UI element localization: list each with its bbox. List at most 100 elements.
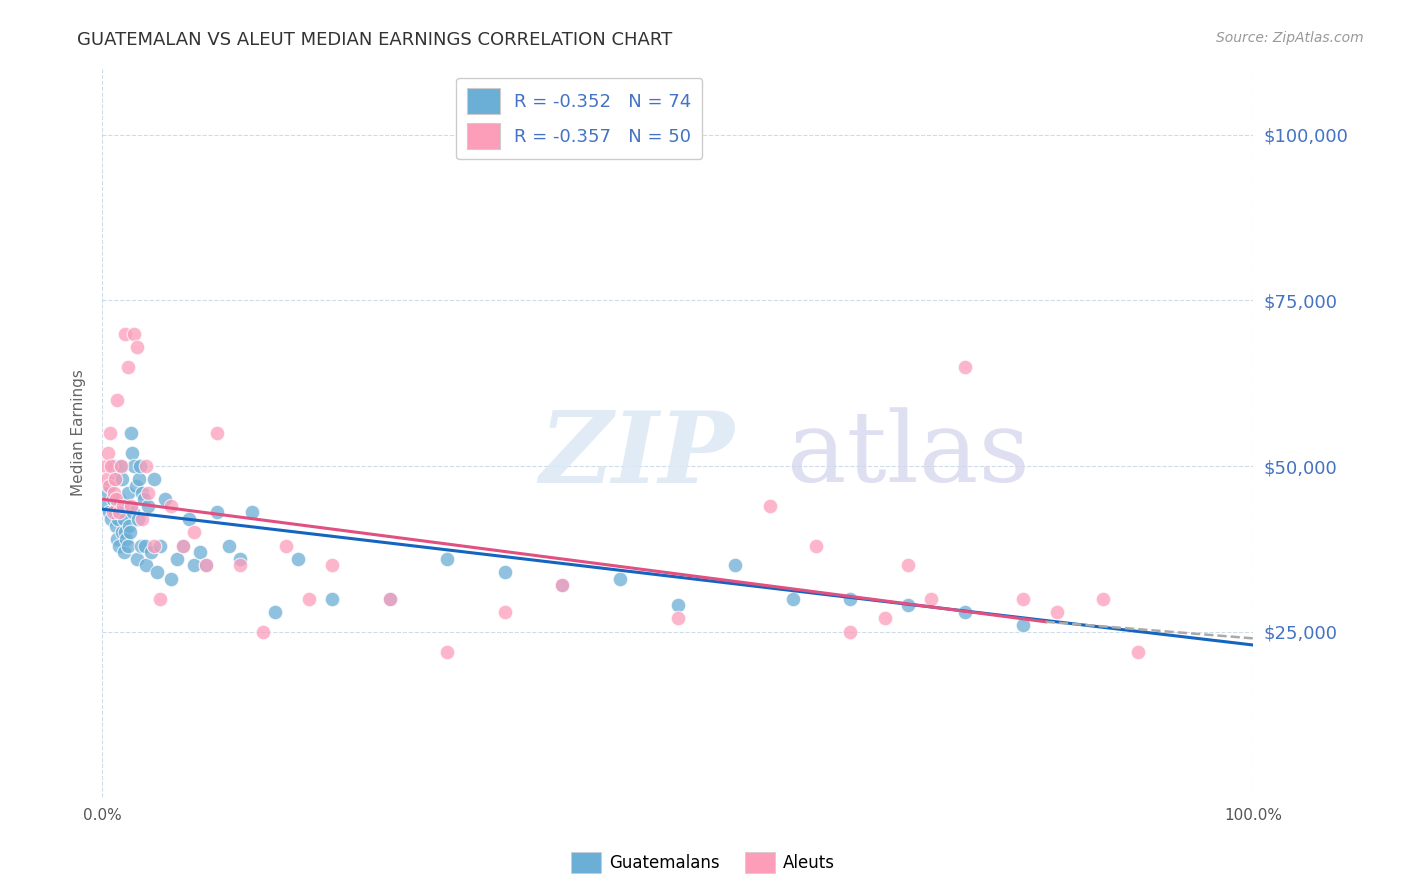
Point [551,578,574,592]
Point [120,499,142,513]
Point [149,591,172,606]
Point [125,340,148,354]
Point [666,598,689,612]
Point [129,459,152,474]
Point [94,499,117,513]
Point [276,539,298,553]
Text: GUATEMALAN VS ALEUT MEDIAN EARNINGS CORRELATION CHART: GUATEMALAN VS ALEUT MEDIAN EARNINGS CORR… [77,31,672,49]
Point [194,558,217,573]
Point [117,485,139,500]
Point [127,512,149,526]
Point [724,558,747,573]
Point [494,565,516,579]
Point [103,472,125,486]
Point [143,472,166,486]
Point [298,591,321,606]
Point [105,492,128,507]
Point [758,499,780,513]
Point [94,459,117,474]
Point [378,591,401,606]
Point [135,459,157,474]
Point [124,479,146,493]
Point [252,624,274,639]
Point [1092,591,1115,606]
Point [101,492,124,507]
Point [112,545,135,559]
Point [218,539,240,553]
Point [263,605,285,619]
Point [920,591,942,606]
Point [551,578,574,592]
Point [240,506,263,520]
Point [131,485,153,500]
Point [131,539,153,553]
Point [118,525,141,540]
Point [839,624,862,639]
Point [172,539,194,553]
Text: atlas: atlas [787,407,1029,503]
Point [139,545,162,559]
Point [104,472,127,486]
Point [155,492,177,507]
Point [609,572,631,586]
Point [124,326,146,341]
Point [103,459,125,474]
Point [98,506,121,520]
Point [112,512,135,526]
Point [134,539,156,553]
Point [166,551,188,566]
Point [136,485,159,500]
Point [188,545,211,559]
Point [136,499,159,513]
Point [125,551,148,566]
Point [100,512,122,526]
Point [1046,605,1069,619]
Text: Source: ZipAtlas.com: Source: ZipAtlas.com [1216,31,1364,45]
Point [115,499,138,513]
Point [183,525,205,540]
Point [143,539,166,553]
Point [114,326,136,341]
Point [953,605,976,619]
Point [132,492,155,507]
Point [105,532,128,546]
Point [96,472,118,486]
Text: ZIP: ZIP [540,407,734,503]
Point [1011,618,1033,632]
Point [118,518,141,533]
Point [172,539,194,553]
Point [98,479,121,493]
Point [207,425,229,440]
Point [160,572,183,586]
Point [1011,591,1033,606]
Point [128,472,150,486]
Point [1126,644,1149,658]
Point [100,459,122,474]
Legend: R = -0.352   N = 74, R = -0.357   N = 50: R = -0.352 N = 74, R = -0.357 N = 50 [457,78,702,160]
Point [131,512,153,526]
Point [115,532,138,546]
Point [160,499,183,513]
Point [782,591,804,606]
Point [229,551,252,566]
Point [111,472,134,486]
Point [110,459,132,474]
Point [436,551,458,566]
Point [117,359,139,374]
Legend: Guatemalans, Aleuts: Guatemalans, Aleuts [564,846,842,880]
Point [98,425,121,440]
Point [897,598,920,612]
Point [124,459,146,474]
Point [183,558,205,573]
Point [111,499,134,513]
Point [146,565,169,579]
Point [105,392,128,407]
Point [103,485,125,500]
Point [494,605,516,619]
Point [839,591,862,606]
Point [873,611,896,625]
Point [108,492,131,507]
Point [117,539,139,553]
Point [108,506,131,520]
Point [122,506,145,520]
